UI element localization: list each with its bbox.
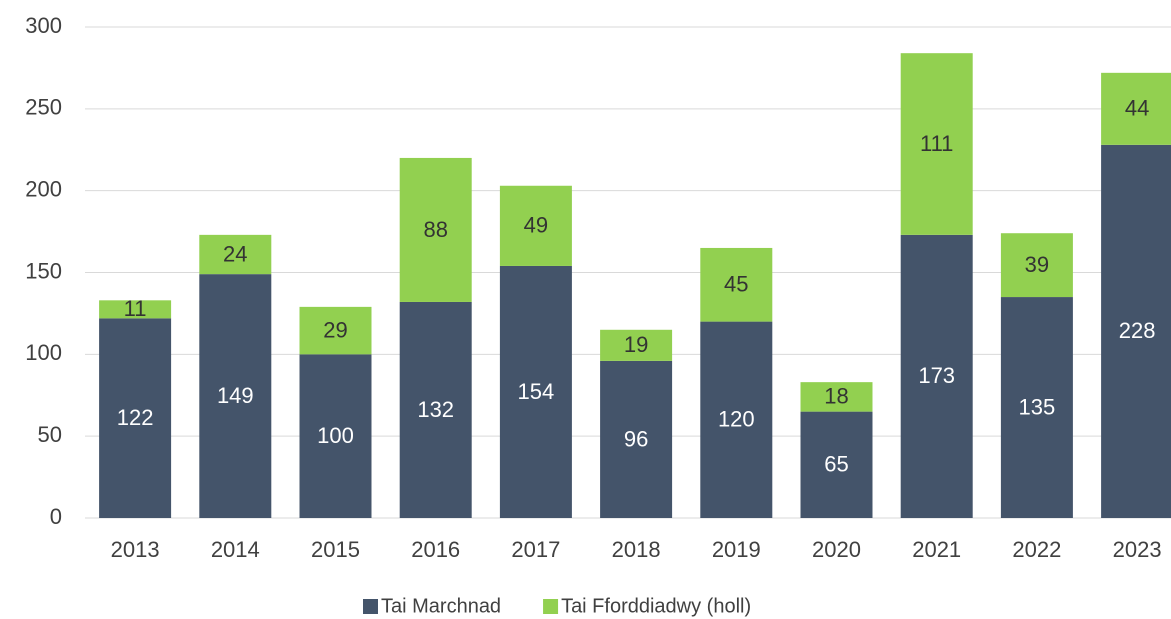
y-tick-label: 200: [25, 176, 62, 201]
bar-segment: [1101, 72, 1171, 145]
bar-segment: [299, 306, 372, 355]
data-label: 149: [217, 383, 254, 408]
bar-segment: [600, 360, 673, 518]
bar-segment: [800, 411, 873, 518]
y-tick-label: 150: [25, 258, 62, 283]
bar-segment: [499, 185, 572, 266]
y-tick-label: 250: [25, 95, 62, 120]
data-label: 18: [824, 384, 848, 409]
legend-swatch: [363, 599, 378, 614]
data-label: 111: [920, 131, 953, 156]
x-tick-label: 2023: [1113, 537, 1162, 562]
data-label: 100: [317, 423, 354, 448]
bar-segment: [99, 300, 172, 319]
legend-label: Tai Marchnad: [381, 595, 501, 617]
data-label: 24: [223, 241, 247, 266]
data-label: 122: [117, 405, 154, 430]
data-label: 39: [1025, 252, 1049, 277]
bar-segment: [399, 157, 472, 302]
legend-swatch: [543, 599, 559, 614]
data-label: 49: [524, 213, 548, 238]
x-tick-label: 2014: [211, 537, 260, 562]
legend-label: Tai Fforddiadwy (holl): [561, 595, 751, 617]
bar-segment: [99, 318, 172, 518]
bar-segment: [399, 301, 472, 518]
data-label: 11: [124, 296, 147, 321]
bar-segment: [1000, 233, 1073, 298]
data-label: 29: [323, 317, 347, 342]
bar-segment: [199, 234, 272, 275]
data-label: 132: [417, 397, 454, 422]
y-tick-label: 0: [50, 504, 62, 529]
data-label: 65: [824, 452, 848, 477]
x-tick-label: 2020: [812, 537, 861, 562]
x-tick-label: 2021: [912, 537, 961, 562]
data-label: 120: [718, 407, 755, 432]
bar-segment: [299, 354, 372, 518]
x-tick-label: 2016: [411, 537, 460, 562]
x-tick-label: 2015: [311, 537, 360, 562]
x-tick-label: 2019: [712, 537, 761, 562]
data-label: 96: [624, 426, 648, 451]
data-label: 228: [1119, 318, 1156, 343]
bar-segment: [900, 53, 973, 235]
bar-segment: [499, 265, 572, 518]
data-label: 173: [918, 363, 955, 388]
x-tick-label: 2018: [612, 537, 661, 562]
bar-segment: [600, 329, 673, 361]
data-label: 154: [518, 379, 555, 404]
y-tick-label: 50: [38, 422, 62, 447]
data-label: 88: [423, 217, 447, 242]
bar-segment: [700, 321, 773, 518]
data-label: 45: [724, 272, 748, 297]
bar-segment: [199, 274, 272, 518]
y-tick-label: 300: [25, 13, 62, 38]
bar-segment: [1000, 297, 1073, 518]
bar-segment: [900, 234, 973, 518]
data-label: 19: [624, 332, 648, 357]
x-tick-label: 2022: [1012, 537, 1061, 562]
x-tick-label: 2017: [511, 537, 560, 562]
x-tick-label: 2013: [111, 537, 160, 562]
bar-segment: [800, 382, 873, 412]
data-label: 135: [1019, 394, 1056, 419]
y-tick-label: 100: [25, 340, 62, 365]
bar-segment: [700, 247, 773, 322]
data-label: 44: [1125, 96, 1149, 121]
bar-segment: [1101, 144, 1171, 518]
